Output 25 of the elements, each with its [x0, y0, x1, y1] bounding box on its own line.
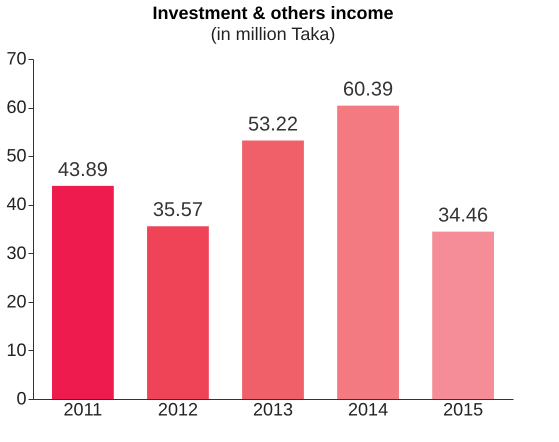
y-tick-label: 60 [6, 97, 26, 118]
chart-title: Investment & others income [152, 3, 394, 23]
y-tick-label: 30 [6, 242, 26, 263]
y-tick-label: 0 [16, 388, 26, 408]
data-label: 60.39 [343, 78, 394, 101]
data-label: 35.57 [152, 199, 203, 222]
y-tick-label: 10 [6, 340, 26, 360]
x-tick-label: 2012 [158, 400, 198, 420]
bar [242, 140, 304, 399]
data-label: 34.46 [438, 204, 488, 227]
bar [337, 106, 399, 399]
x-tick-label: 2014 [348, 400, 388, 420]
data-label: 53.22 [248, 114, 298, 136]
bar [432, 232, 494, 399]
bar [52, 186, 114, 399]
x-tick-label: 2013 [252, 400, 294, 420]
y-tick-label: 20 [6, 291, 26, 312]
y-tick-label: 50 [6, 146, 26, 166]
y-tick-label: 40 [6, 194, 26, 214]
data-label: 43.89 [58, 158, 108, 181]
chart-subtitle: (in million Taka) [210, 24, 336, 44]
bar [147, 226, 209, 399]
x-tick-label: 2015 [443, 400, 484, 420]
x-tick-label: 2011 [64, 400, 102, 420]
y-tick-label: 70 [6, 48, 26, 68]
